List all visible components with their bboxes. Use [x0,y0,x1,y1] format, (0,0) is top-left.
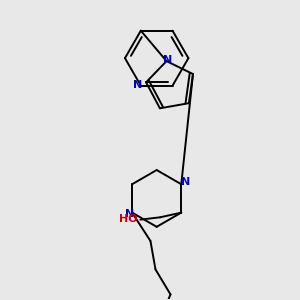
Text: N: N [181,177,190,187]
Text: HO: HO [119,214,138,224]
Text: N: N [125,209,134,219]
Text: N: N [133,80,142,90]
Text: N: N [163,55,172,65]
